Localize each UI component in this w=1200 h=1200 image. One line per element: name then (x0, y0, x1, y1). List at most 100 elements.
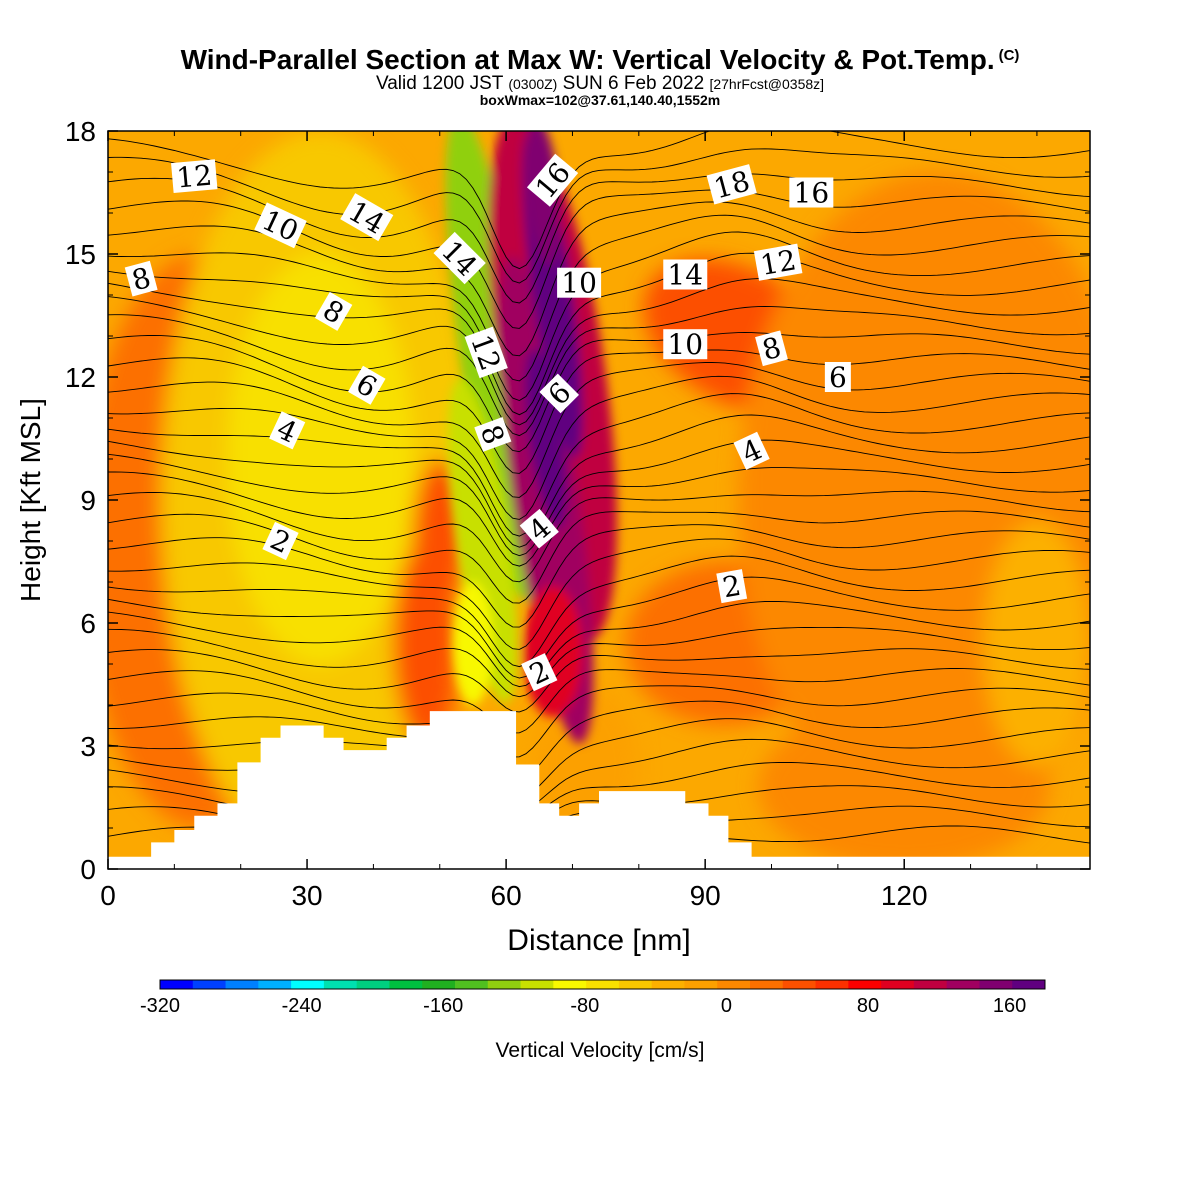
valid-date: SUN 6 Feb 2022 (562, 73, 705, 94)
colorbar-swatch (586, 980, 620, 989)
field-soft-layer (108, 131, 1090, 869)
theta-contour-line (108, 332, 1090, 453)
theta-contour-line (108, 349, 1090, 474)
velocity-cell (453, 582, 493, 705)
y-tick-label: 0 (80, 854, 96, 885)
contour-label-text: 12 (758, 243, 799, 282)
forecast-info: [27hrFcst@0358z] (709, 76, 825, 92)
colorbar-swatch (881, 980, 915, 989)
contour-label-box (716, 569, 748, 604)
theta-contour-line (108, 362, 1090, 498)
colorbar-swatch (979, 980, 1013, 989)
contour-label-text: 12 (175, 159, 213, 195)
contour-label: 8 (755, 330, 788, 367)
contour-label: 6 (824, 361, 851, 394)
colorbar-tick-label: 80 (857, 995, 879, 1017)
x-tick-label: 30 (291, 880, 322, 911)
box-wmax-line: boxWmax=102@37.61,140.40,1552m (479, 92, 721, 108)
y-tick-label: 18 (65, 116, 96, 147)
theta-contour-line (108, 414, 1090, 548)
colorbar-swatch (815, 980, 849, 989)
x-tick-label: 120 (881, 880, 928, 911)
contour-label-box (755, 330, 788, 367)
colorbar-swatch (717, 980, 751, 989)
y-axis-label: Height [Kft MSL] (15, 398, 46, 602)
contour-label-box (663, 259, 708, 290)
colorbar-swatch (389, 980, 423, 989)
colorbar-swatch (192, 980, 227, 989)
colorbar-swatch (553, 980, 587, 989)
contour-label: 10 (557, 267, 602, 300)
contour-label-box (539, 373, 579, 414)
terrain-mask (108, 711, 1090, 869)
contour-label-text: 2 (720, 569, 743, 605)
colorbar-swatch (618, 980, 653, 989)
colorbar-swatch (160, 980, 194, 989)
colorbar-tick-label: 160 (993, 995, 1026, 1017)
colorbar-swatch (291, 980, 325, 989)
colorbar-swatch (422, 980, 456, 989)
colorbar-tick-label: -80 (570, 995, 599, 1017)
colorbar-swatch (1012, 980, 1046, 989)
contour-label-text: 14 (667, 259, 703, 292)
colorbar-swatch (258, 980, 292, 989)
velocity-cell (525, 349, 567, 528)
valid-utc: (0300Z) (508, 76, 558, 92)
theta-contour-line (108, 555, 1090, 668)
x-tick-label: 90 (690, 880, 721, 911)
colorbar-swatch (750, 980, 784, 989)
colorbar-swatch (520, 980, 554, 989)
contour-label-box (348, 365, 386, 405)
colorbar-tick-label: 0 (721, 995, 732, 1017)
colorbar-swatch (946, 980, 980, 989)
contour-label: 12 (171, 159, 218, 195)
contour-label-text: 16 (794, 177, 830, 210)
contour-label-box (789, 177, 834, 208)
colorbar-tick-label: -160 (423, 995, 463, 1017)
theta-contour-line (108, 600, 1090, 688)
colorbar-swatch (225, 980, 259, 989)
contour-label-box (474, 417, 512, 452)
contour-label: 10 (663, 328, 708, 361)
contour-label: 12 (753, 243, 803, 282)
colorbar-label: Vertical Velocity [cm/s] (496, 1039, 705, 1062)
colorbar (159, 979, 1046, 990)
x-tick-label: 0 (100, 880, 116, 911)
contour-label: 14 (663, 259, 708, 292)
colorbar-swatch (455, 980, 489, 989)
theta-contour-line (108, 576, 1090, 679)
theta-contour-line (108, 439, 1090, 557)
title-main: Wind-Parallel Section at Max W: Vertical… (180, 44, 995, 75)
theta-contours (108, 131, 1090, 864)
theta-contour-line (108, 278, 1090, 426)
theta-contour-line (108, 685, 1090, 758)
contour-label-box (340, 193, 394, 242)
theta-contour-line (108, 214, 1090, 382)
x-tick-label: 60 (491, 880, 522, 911)
theta-contour-line (108, 538, 1090, 650)
contour-label-box (706, 164, 757, 205)
x-axis-label: Distance [nm] (507, 924, 690, 957)
contour-label-box (753, 243, 803, 281)
contour-label-box (171, 159, 218, 193)
velocity-cell (227, 254, 414, 664)
colorbar-swatch (782, 980, 817, 989)
velocity-field (108, 131, 1090, 869)
contour-label-text: 10 (667, 328, 703, 361)
contour-label: 8 (314, 291, 353, 331)
y-tick-label: 12 (65, 362, 96, 393)
theta-contour-line (108, 375, 1090, 520)
contour-label-box (269, 411, 306, 450)
contour-label-box (663, 329, 708, 360)
colorbar-swatch (356, 980, 390, 989)
theta-contour-line (108, 306, 1090, 437)
velocity-cell (983, 520, 1090, 767)
y-tick-label: 9 (80, 485, 96, 516)
x-axis-ticks: 0 30 60 90 120 (100, 131, 1038, 911)
colorbar-tick-label: -240 (282, 995, 322, 1017)
theta-contour-line (108, 626, 1090, 698)
copyright-mark: (C) (998, 47, 1020, 64)
theta-contour-line (108, 131, 1090, 270)
colorbar-ticks: -320 -240 -160 -80 0 80 160 (140, 995, 1026, 1017)
